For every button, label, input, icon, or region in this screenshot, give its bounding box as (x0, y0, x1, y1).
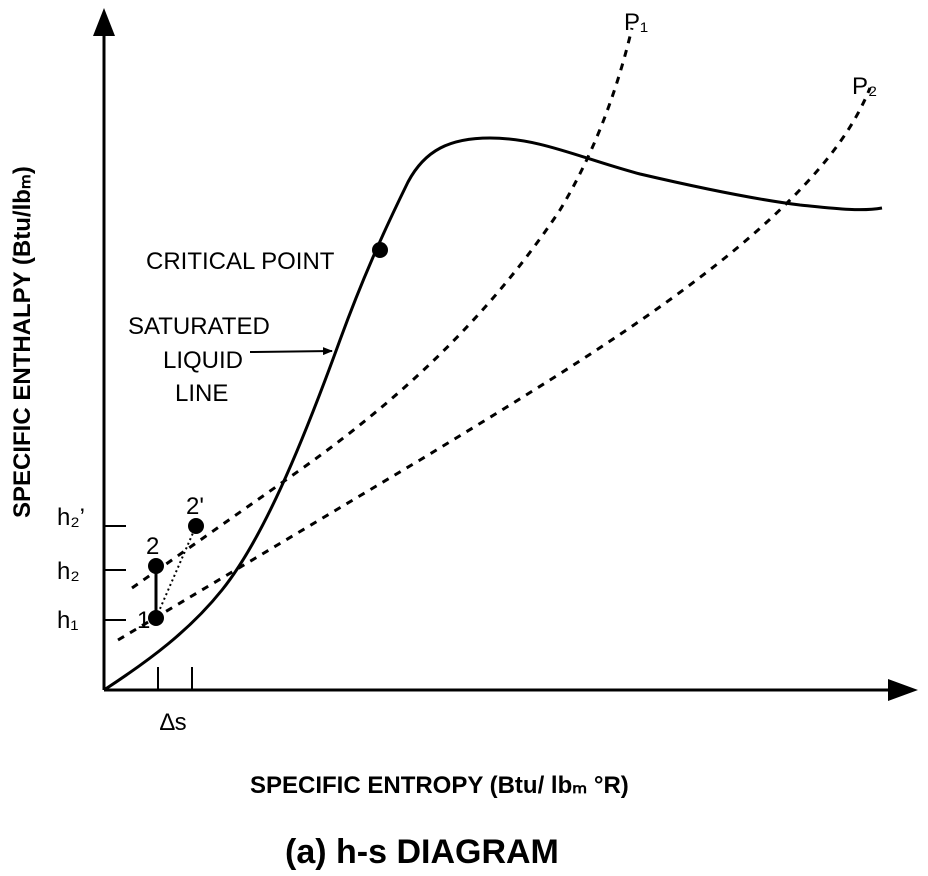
isobar-p1 (131, 27, 634, 590)
h2prime-label: h₂’ (57, 504, 85, 531)
diagram-title: (a) h-s DIAGRAM (285, 833, 559, 871)
p2-label: P₂ (852, 73, 877, 100)
critical-point-label: CRITICAL POINT (146, 248, 335, 275)
point-2-marker (148, 558, 164, 574)
liquid-label: LIQUID (163, 347, 243, 374)
saturation-curve (103, 136, 883, 692)
x-axis-label: SPECIFIC ENTROPY (Btu/ lbₘ °R) (250, 772, 629, 799)
point-2prime-label: 2' (186, 493, 204, 520)
point-2-label: 2 (146, 533, 159, 560)
critical-point-marker (372, 242, 388, 258)
isobar-p2 (117, 87, 872, 642)
y-axis-arrow (93, 8, 115, 36)
p1-label: P₁ (624, 9, 648, 36)
delta-s-label: ∆s (160, 709, 187, 736)
line-label: LINE (175, 380, 228, 407)
h1-label: h₁ (57, 607, 78, 634)
saturated-liquid-arrow (249, 347, 333, 356)
point-2prime-marker (188, 518, 204, 534)
saturated-label: SATURATED (128, 313, 270, 340)
y-axis-label: SPECIFIC ENTHALPY (Btu/lbₘ) (9, 166, 36, 518)
process-line-1-2prime (155, 525, 197, 619)
point-1-marker (148, 610, 164, 626)
point-1-label: 1 (137, 607, 150, 634)
h2-label: h₂ (57, 558, 80, 585)
x-axis-arrow (888, 679, 918, 701)
